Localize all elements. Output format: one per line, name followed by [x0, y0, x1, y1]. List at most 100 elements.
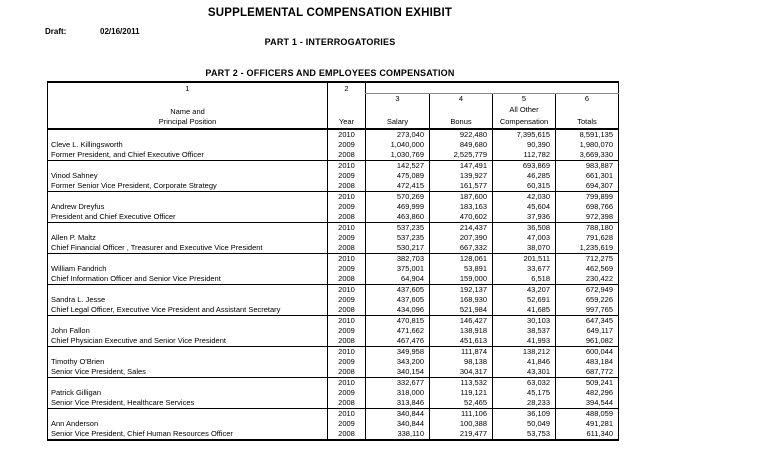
compensation-row: Vinod Sahney Former Senior Vice President… — [47, 159, 619, 191]
bonus-cell: 451,613 — [429, 335, 493, 346]
officer-name: Vinod Sahney — [51, 170, 98, 180]
salary-cell: 530,217 — [365, 242, 430, 253]
other-compensation-cell: 42,030 — [492, 190, 556, 202]
total-cell: 788,180 — [555, 221, 619, 233]
header-merged-band — [365, 82, 619, 94]
page-title: SUPPLEMENTAL COMPENSATION EXHIBIT — [207, 7, 453, 19]
other-compensation-cell: 36,508 — [492, 221, 556, 233]
year-cell: 2008 — [327, 366, 366, 377]
salary-cell: 349,958 — [365, 345, 430, 357]
total-cell: 649,117 — [555, 325, 619, 336]
total-cell: 712,275 — [555, 252, 619, 264]
compensation-row: 2008 467,476 451,613 41,993 961,082 — [48, 335, 619, 346]
total-cell: 482,296 — [555, 387, 619, 398]
compensation-row: 2009 318,000 119,121 45,175 482,296 — [48, 387, 619, 398]
officer-name: Patrick Gilligan — [51, 387, 102, 397]
year-cell: 2010 — [327, 128, 366, 140]
bonus-cell: 219,477 — [429, 428, 493, 440]
other-compensation-cell: 112,782 — [492, 149, 556, 160]
year-cell: 2009 — [327, 201, 366, 212]
total-cell: 1,980,070 — [555, 139, 619, 150]
other-compensation-cell: 30,103 — [492, 314, 556, 326]
year-cell: 2009 — [327, 325, 366, 336]
part2-heading: PART 2 - OFFICERS AND EMPLOYEES COMPENSA… — [205, 68, 455, 78]
officer-name-cell: Allen P. Maltz Chief Financial Officer , … — [47, 221, 328, 253]
salary-cell: 382,703 — [365, 252, 430, 264]
header-name-cell: Name and Principal Position — [47, 93, 328, 130]
other-compensation-cell: 41,993 — [492, 335, 556, 346]
header-name-line2: Principal Position — [158, 116, 217, 126]
salary-cell: 537,235 — [365, 221, 430, 233]
year-cell: 2008 — [327, 397, 366, 408]
compensation-row: 2008 338,110 219,477 53,753 611,340 — [48, 428, 619, 440]
total-cell: 483,184 — [555, 356, 619, 367]
salary-cell: 375,001 — [365, 263, 430, 274]
compensation-row: 2008 313,846 52,465 28,233 394,544 — [48, 397, 619, 408]
salary-cell: 537,235 — [365, 232, 430, 243]
total-cell: 488,059 — [555, 407, 619, 419]
header-other-line1: All Other — [509, 105, 539, 114]
officer-position: Former President, and Chief Executive Of… — [51, 149, 204, 159]
compensation-row: 2009 471,662 138,918 38,537 649,117 — [48, 325, 619, 336]
bonus-cell: 113,532 — [429, 376, 493, 388]
header-totals-label: Totals — [577, 116, 597, 126]
total-cell: 791,628 — [555, 232, 619, 243]
compensation-row: 2009 475,089 139,927 46,285 661,301 — [48, 170, 619, 181]
compensation-row: 2008 1,030,769 2,525,779 112,782 3,669,330 — [48, 149, 619, 160]
total-cell: 491,281 — [555, 418, 619, 429]
draft-row: Draft: 02/16/2011 — [0, 27, 300, 39]
officer-name-cell: Cleve L. Killingsworth Former President, … — [47, 128, 328, 160]
header-other-line2: Compensation — [499, 116, 549, 126]
bonus-cell: 52,465 — [429, 397, 493, 408]
bonus-cell: 159,000 — [429, 273, 493, 284]
total-cell: 694,307 — [555, 180, 619, 191]
salary-cell: 467,476 — [365, 335, 430, 346]
part1-heading: PART 1 - INTERROGATORIES — [264, 37, 396, 47]
compensation-row: 2009 437,605 168,930 52,691 659,226 — [48, 294, 619, 305]
compensation-row: 2009 537,235 207,390 47,003 791,628 — [48, 232, 619, 243]
other-compensation-cell: 41,685 — [492, 304, 556, 315]
total-cell: 799,899 — [555, 190, 619, 202]
year-cell: 2010 — [327, 159, 366, 171]
bonus-cell: 138,918 — [429, 325, 493, 336]
other-compensation-cell: 90,390 — [492, 139, 556, 150]
officer-name-cell: Andrew Dreyfus President and Chief Execut… — [47, 190, 328, 222]
officer-name: Sandra L. Jesse — [51, 294, 106, 304]
compensation-row: 2008 340,154 304,317 43,301 687,772 — [48, 366, 619, 377]
officer-name: Allen P. Maltz — [51, 232, 96, 242]
salary-cell: 469,999 — [365, 201, 430, 212]
year-cell: 2009 — [327, 294, 366, 305]
year-cell: 2008 — [327, 428, 366, 440]
bonus-cell: 470,602 — [429, 211, 493, 222]
year-cell: 2008 — [327, 273, 366, 284]
other-compensation-cell: 46,285 — [492, 170, 556, 181]
other-compensation-cell: 138,212 — [492, 345, 556, 357]
draft-date: 02/16/2011 — [100, 27, 140, 36]
bonus-cell: 146,427 — [429, 314, 493, 326]
officer-name-cell: Patrick Gilligan Senior Vice President, H… — [47, 376, 328, 408]
total-cell: 659,226 — [555, 294, 619, 305]
total-cell: 8,591,135 — [555, 128, 619, 140]
header-col5-number: 5 — [521, 93, 527, 103]
year-cell: 2009 — [327, 387, 366, 398]
officer-position: Senior Vice President, Healthcare Servic… — [51, 397, 195, 407]
total-cell: 961,082 — [555, 335, 619, 346]
salary-cell: 273,040 — [365, 128, 430, 140]
total-cell: 661,301 — [555, 170, 619, 181]
salary-cell: 313,846 — [365, 397, 430, 408]
compensation-row: 2008 530,217 667,332 38,070 1,235,619 — [48, 242, 619, 253]
total-cell: 600,044 — [555, 345, 619, 357]
compensation-row: Andrew Dreyfus President and Chief Execut… — [47, 190, 619, 222]
total-cell: 687,772 — [555, 366, 619, 377]
table-body: Cleve L. Killingsworth Former President, … — [47, 128, 619, 440]
year-cell: 2010 — [327, 314, 366, 326]
year-cell: 2008 — [327, 335, 366, 346]
officer-position: Former Senior Vice President, Corporate … — [51, 180, 217, 190]
year-cell: 2010 — [327, 283, 366, 295]
header-col6-number: 6 — [584, 93, 590, 103]
salary-cell: 470,815 — [365, 314, 430, 326]
year-cell: 2009 — [327, 356, 366, 367]
officer-name-cell: Timothy O'Brien Senior Vice President, Sa… — [47, 345, 328, 377]
total-cell: 997,765 — [555, 304, 619, 315]
total-cell: 3,669,330 — [555, 149, 619, 160]
